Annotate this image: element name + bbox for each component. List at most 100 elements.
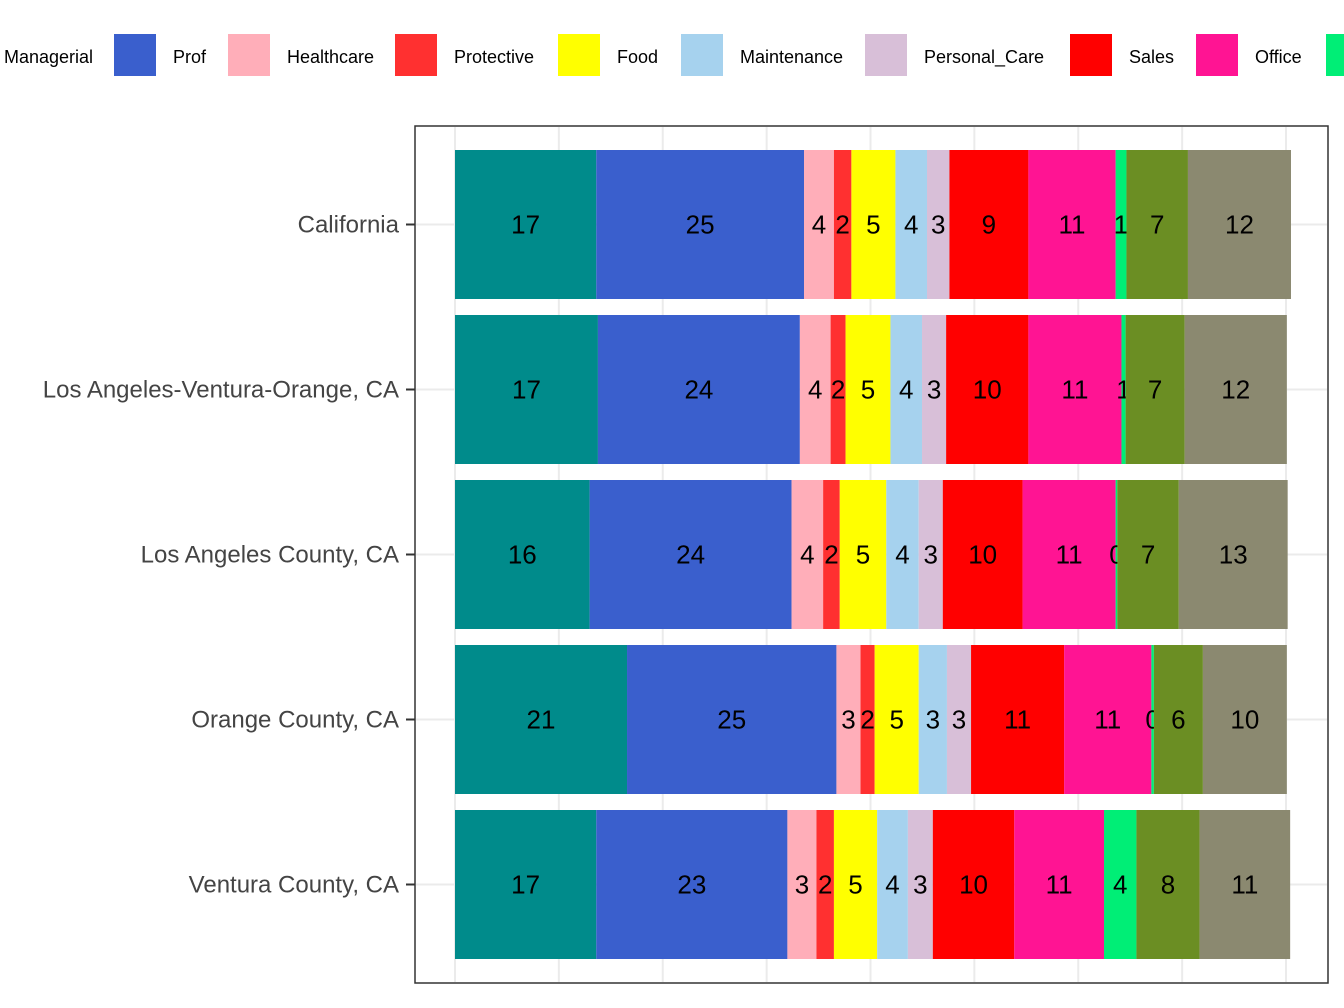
data-label: 6	[1171, 705, 1185, 735]
bar-personal-care-orange-county-ca	[946, 645, 972, 794]
bar-prof-los-angeles-county-ca	[589, 480, 792, 629]
bar-healthcare-los-angeles-county-ca	[791, 480, 824, 629]
legend-label: Office	[1255, 47, 1302, 67]
legend-label: Managerial	[4, 47, 93, 67]
data-label: 11	[1061, 375, 1088, 405]
data-label: 10	[968, 540, 997, 570]
bar-office-ventura-county-ca	[1014, 810, 1105, 959]
data-label: 4	[904, 210, 918, 240]
bar-series-12-california	[1187, 150, 1291, 299]
data-label: 25	[717, 705, 746, 735]
data-label: 17	[511, 870, 540, 900]
bar-prof-los-angeles-ventura-orange-ca	[597, 315, 800, 464]
data-label: 5	[856, 540, 870, 570]
bar-protective-orange-county-ca	[860, 645, 875, 794]
legend-label: Prof	[173, 47, 207, 67]
data-label: 3	[841, 705, 855, 735]
data-label: 3	[924, 540, 938, 570]
data-label: 11	[1231, 870, 1258, 900]
bar-healthcare-ventura-county-ca	[787, 810, 817, 959]
data-label: 3	[952, 705, 966, 735]
bar-managerial-orange-county-ca	[455, 645, 628, 794]
legend-label: Sales	[1129, 47, 1174, 67]
data-label: 4	[1113, 870, 1127, 900]
bar-series-11-los-angeles-county-ca	[1117, 480, 1179, 629]
data-label: 7	[1150, 210, 1164, 240]
data-label: 17	[511, 210, 540, 240]
legend-label: Personal_Care	[924, 47, 1044, 68]
legend-swatch	[114, 34, 156, 76]
data-label: 24	[676, 540, 705, 570]
data-label: 4	[808, 375, 822, 405]
bar-protective-california	[833, 150, 852, 299]
bar-managerial-los-angeles-county-ca	[455, 480, 590, 629]
legend-swatch	[1326, 34, 1344, 76]
bar-office-california	[1028, 150, 1116, 299]
bar-series-10-california	[1115, 150, 1127, 299]
bar-office-los-angeles-ventura-orange-ca	[1028, 315, 1122, 464]
bar-personal-care-los-angeles-county-ca	[918, 480, 943, 629]
bar-healthcare-los-angeles-ventura-orange-ca	[799, 315, 831, 464]
legend-swatch	[681, 34, 723, 76]
bar-personal-care-california	[927, 150, 950, 299]
bar-protective-los-angeles-ventura-orange-ca	[830, 315, 846, 464]
bar-prof-ventura-county-ca	[596, 810, 788, 959]
bar-healthcare-orange-county-ca	[836, 645, 861, 794]
data-label: 10	[973, 375, 1002, 405]
category-label: California	[298, 212, 400, 239]
bar-series-10-los-angeles-ventura-orange-ca	[1121, 315, 1126, 464]
data-label: 11	[1004, 705, 1031, 735]
data-label: 2	[824, 540, 838, 570]
data-label: 11	[1059, 210, 1086, 240]
data-label: 2	[818, 870, 832, 900]
bar-healthcare-california	[804, 150, 834, 299]
legend: Managerial Prof Healthcare Protective Food Ma…	[4, 34, 1344, 76]
data-label: 7	[1141, 540, 1155, 570]
bar-managerial-ventura-county-ca	[455, 810, 597, 959]
bar-series-11-los-angeles-ventura-orange-ca	[1125, 315, 1185, 464]
legend-swatch	[228, 34, 270, 76]
data-label: 3	[931, 210, 945, 240]
bar-maintenance-los-angeles-county-ca	[886, 480, 919, 629]
legend-swatch	[558, 34, 600, 76]
bar-maintenance-los-angeles-ventura-orange-ca	[890, 315, 923, 464]
bar-series-10-orange-county-ca	[1151, 645, 1154, 794]
bar-food-orange-county-ca	[874, 645, 919, 794]
data-label: 4	[899, 375, 913, 405]
data-label: 2	[835, 210, 849, 240]
data-label: 11	[1094, 705, 1121, 735]
legend-swatch	[1070, 34, 1112, 76]
bar-series-10-ventura-county-ca	[1104, 810, 1137, 959]
bar-series-12-ventura-county-ca	[1199, 810, 1291, 959]
bar-managerial-los-angeles-ventura-orange-ca	[455, 315, 598, 464]
bar-sales-los-angeles-county-ca	[942, 480, 1023, 629]
bar-maintenance-ventura-county-ca	[877, 810, 908, 959]
bar-protective-los-angeles-county-ca	[823, 480, 840, 629]
data-label: 3	[795, 870, 809, 900]
data-label: 3	[927, 375, 941, 405]
bar-maintenance-orange-county-ca	[918, 645, 947, 794]
data-label: 25	[686, 210, 715, 240]
data-label: 2	[831, 375, 845, 405]
data-label: 12	[1221, 375, 1250, 405]
bar-sales-los-angeles-ventura-orange-ca	[946, 315, 1029, 464]
bar-series-12-los-angeles-ventura-orange-ca	[1184, 315, 1287, 464]
data-label: 16	[508, 540, 537, 570]
bar-food-ventura-county-ca	[833, 810, 878, 959]
data-label: 8	[1161, 870, 1175, 900]
bar-series-11-ventura-county-ca	[1136, 810, 1200, 959]
bar-food-los-angeles-county-ca	[839, 480, 887, 629]
bar-sales-california	[949, 150, 1029, 299]
bar-food-los-angeles-ventura-orange-ca	[845, 315, 891, 464]
bar-food-california	[851, 150, 896, 299]
data-label: 5	[861, 375, 875, 405]
bar-office-orange-county-ca	[1064, 645, 1152, 794]
legend-label: Protective	[454, 47, 534, 67]
bar-sales-ventura-county-ca	[932, 810, 1015, 959]
bar-prof-california	[596, 150, 805, 299]
data-label: 24	[684, 375, 713, 405]
bar-series-11-california	[1126, 150, 1188, 299]
category-label: Los Angeles-Ventura-Orange, CA	[43, 377, 399, 404]
data-label: 4	[800, 540, 814, 570]
